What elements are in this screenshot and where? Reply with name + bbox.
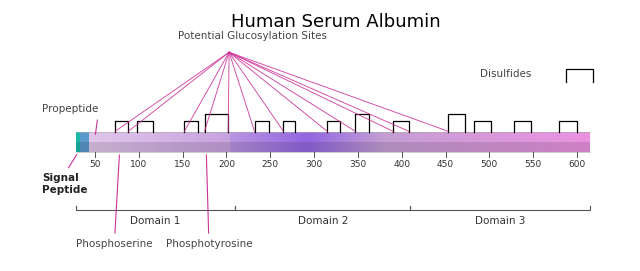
Text: 450: 450 — [437, 160, 454, 169]
Text: Propeptide: Propeptide — [42, 104, 99, 134]
Text: 200: 200 — [218, 160, 235, 169]
Text: 550: 550 — [525, 160, 542, 169]
Text: 350: 350 — [349, 160, 367, 169]
Text: Potential Glucosylation Sites: Potential Glucosylation Sites — [179, 31, 327, 41]
Text: 50: 50 — [89, 160, 100, 169]
Text: Domain 1: Domain 1 — [131, 216, 180, 226]
Text: 150: 150 — [174, 160, 191, 169]
Text: 600: 600 — [568, 160, 586, 169]
Text: 250: 250 — [262, 160, 279, 169]
Text: 500: 500 — [481, 160, 498, 169]
Text: Signal
Peptide: Signal Peptide — [42, 154, 88, 195]
Title: Human Serum Albumin: Human Serum Albumin — [231, 13, 441, 31]
Text: 300: 300 — [305, 160, 323, 169]
Text: Domain 3: Domain 3 — [475, 216, 525, 226]
Text: 100: 100 — [130, 160, 147, 169]
Text: Disulfides: Disulfides — [480, 69, 531, 79]
Text: Phosphoserine: Phosphoserine — [76, 155, 152, 249]
Text: Domain 2: Domain 2 — [298, 216, 348, 226]
Text: 400: 400 — [393, 160, 410, 169]
Text: Phosphotyrosine: Phosphotyrosine — [166, 155, 252, 249]
